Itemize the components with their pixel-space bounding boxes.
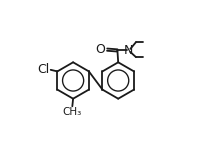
Text: Cl: Cl (37, 63, 50, 76)
Text: N: N (124, 44, 134, 57)
Text: O: O (95, 43, 105, 56)
Text: CH₃: CH₃ (63, 107, 82, 117)
